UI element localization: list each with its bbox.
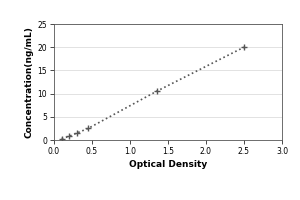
Y-axis label: Concentration(ng/mL): Concentration(ng/mL) [24, 26, 33, 138]
X-axis label: Optical Density: Optical Density [129, 160, 207, 169]
